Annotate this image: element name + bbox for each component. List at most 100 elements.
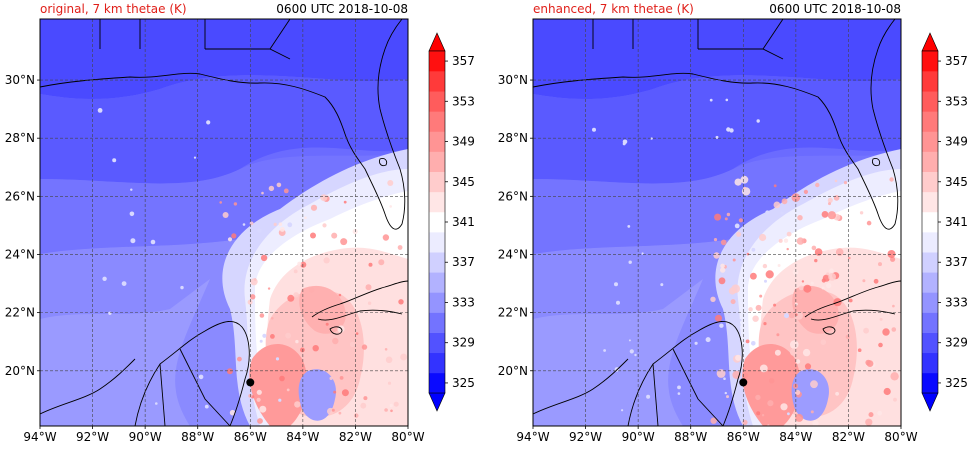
- convective-cell: [759, 364, 768, 373]
- y-tick-label: 30°N: [5, 73, 35, 87]
- convective-cell: [716, 369, 726, 378]
- speck: [628, 339, 631, 342]
- convective-cell: [268, 185, 275, 192]
- colorbar-segment: [429, 51, 445, 72]
- convective-cell: [821, 286, 825, 290]
- convective-cell: [814, 258, 818, 263]
- colorbar-label: 349: [452, 135, 475, 149]
- colorbar-segment: [922, 292, 938, 313]
- convective-cell: [795, 359, 801, 364]
- convective-cell: [755, 304, 762, 311]
- convective-cell: [714, 213, 722, 221]
- convective-cell: [312, 345, 319, 352]
- convective-cell: [732, 258, 736, 262]
- convective-cell: [773, 303, 777, 307]
- convective-cell: [718, 277, 726, 285]
- convective-cell: [742, 372, 748, 379]
- coastline: [159, 363, 166, 427]
- speck: [204, 404, 209, 409]
- convective-cell: [710, 296, 716, 302]
- colorbar-segment: [429, 131, 445, 152]
- convective-cell: [300, 261, 307, 268]
- convective-cell: [325, 322, 329, 326]
- convective-cell: [767, 400, 774, 407]
- speck: [180, 285, 184, 290]
- speck: [259, 339, 263, 343]
- convective-cell: [763, 322, 767, 326]
- colorbar-label: 337: [452, 255, 475, 269]
- colorbar-segment: [922, 211, 938, 233]
- coastline: [269, 18, 291, 50]
- convective-cell: [322, 223, 327, 228]
- convective-cell: [795, 313, 798, 317]
- coastline: [532, 18, 899, 230]
- colorbar-segment: [429, 252, 445, 273]
- speck: [784, 313, 789, 319]
- speck: [677, 385, 681, 390]
- convective-cell: [363, 396, 368, 401]
- colorbar-label: 357: [452, 54, 475, 68]
- convective-cell: [261, 191, 264, 195]
- convective-cell: [387, 180, 394, 186]
- convective-cell: [868, 412, 874, 418]
- lake-okeechobee: [379, 158, 388, 167]
- speck: [709, 98, 713, 102]
- gridlines-original: [40, 19, 408, 426]
- convective-cell: [339, 376, 344, 380]
- convective-cell: [798, 285, 804, 291]
- colorbar-segment: [429, 191, 445, 213]
- colorbar-segment: [429, 312, 445, 333]
- coastline: [652, 363, 659, 427]
- x-tick-label: 84°W: [779, 430, 812, 444]
- convective-cell: [331, 408, 335, 412]
- x-tick-label: 82°W: [339, 430, 372, 444]
- convective-cell: [260, 254, 268, 262]
- convective-cell: [821, 211, 829, 218]
- convective-cell: [834, 179, 838, 183]
- x-tick-label: 86°W: [234, 430, 267, 444]
- x-tick-label: 88°W: [674, 430, 707, 444]
- convective-cell: [715, 314, 722, 322]
- convective-cell: [866, 360, 874, 367]
- speck: [129, 211, 135, 217]
- speck: [734, 223, 740, 229]
- colorbar-segment: [922, 312, 938, 333]
- convective-cell: [765, 270, 774, 279]
- convective-cell: [822, 274, 830, 282]
- convective-cell: [276, 182, 282, 188]
- colorbar-segment: [922, 131, 938, 152]
- convective-cell: [271, 317, 274, 320]
- convective-cell: [835, 391, 839, 396]
- coastline: [672, 348, 724, 427]
- speck: [694, 341, 698, 345]
- coastline: [804, 280, 902, 318]
- speck: [108, 311, 112, 315]
- x-tick-label: 92°W: [569, 430, 602, 444]
- speck: [193, 156, 197, 159]
- convective-cell: [803, 189, 808, 194]
- convective-cell: [788, 311, 796, 319]
- colorbar-segment: [429, 111, 445, 132]
- coastline: [317, 309, 403, 321]
- y-tick-label: 28°N: [498, 131, 528, 145]
- speck: [287, 222, 293, 228]
- convective-cell: [256, 397, 261, 402]
- convective-cell: [774, 349, 781, 356]
- convective-cell: [332, 337, 339, 345]
- colorbar-label: 333: [452, 295, 475, 309]
- convective-cell: [724, 217, 728, 221]
- map-panel-enhanced: [532, 18, 902, 427]
- convective-cell: [759, 233, 767, 242]
- convective-cell: [270, 334, 275, 339]
- speck: [592, 127, 596, 132]
- coastline: [134, 321, 250, 427]
- convective-cell: [297, 261, 302, 266]
- convective-cell: [748, 307, 753, 312]
- convective-cell: [293, 269, 298, 274]
- convective-cell: [756, 411, 761, 416]
- storm-center-marker: [246, 378, 255, 387]
- colorbar-segment: [922, 232, 938, 253]
- colorbar-label: 337: [945, 255, 968, 269]
- colorbar-extend-min: [428, 392, 446, 412]
